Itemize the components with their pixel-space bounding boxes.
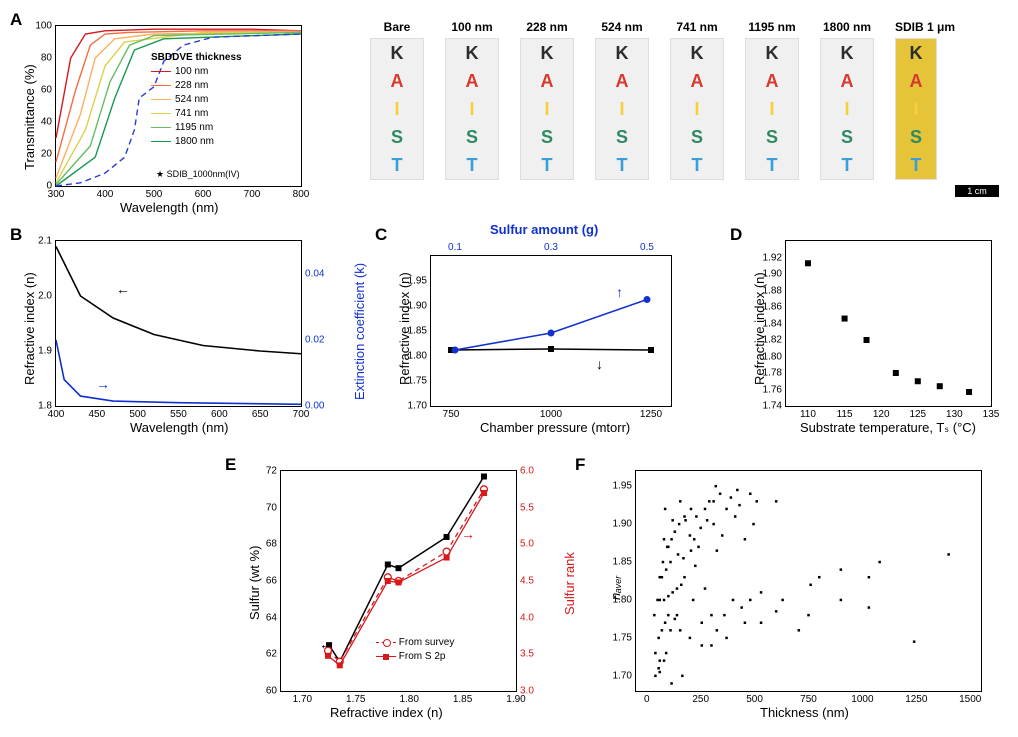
legend-title: SBDDVE thickness bbox=[151, 51, 301, 65]
photo-column: 228 nmKAIST bbox=[520, 20, 574, 180]
figure-root: { "panelA": { "label": "A", "type": "lin… bbox=[0, 0, 1018, 737]
panel-c-xlabel-top: Sulfur amount (g) bbox=[490, 222, 598, 237]
panel-f-ylabel: nₐᵥₑᵣ bbox=[608, 576, 623, 600]
panel-b-plot: ← → 4004505005506006507001.81.92.02.10.0… bbox=[55, 240, 302, 407]
panel-c-svg bbox=[431, 256, 671, 406]
photo-column: 524 nmKAIST bbox=[595, 20, 649, 180]
panel-b-label: B bbox=[10, 225, 22, 245]
panel-f-plot: 02505007501000125015001.701.751.801.851.… bbox=[635, 470, 982, 692]
panel-b-svg bbox=[56, 241, 301, 406]
panel-e-ylabel-left: Sulfur (wt %) bbox=[247, 546, 262, 620]
panel-a-xlabel: Wavelength (nm) bbox=[120, 200, 219, 215]
panel-f-label: F bbox=[575, 455, 585, 475]
photo-column: 741 nmKAIST bbox=[670, 20, 724, 180]
scale-bar: 1 cm bbox=[955, 185, 999, 197]
panel-e-plot: ← → From survey From S 2p 1.701.751.801.… bbox=[280, 470, 517, 692]
panel-d-ylabel: Refractive index (n) bbox=[752, 272, 767, 385]
panel-e-xlabel: Refractive index (n) bbox=[330, 705, 443, 720]
panel-b-ylabel-left: Refractive index (n) bbox=[22, 272, 37, 385]
photo-column: 1800 nmKAIST bbox=[820, 20, 874, 180]
right-arrow-icon: → bbox=[461, 526, 475, 542]
left-arrow-icon: ← bbox=[319, 636, 333, 652]
panel-f-svg bbox=[636, 471, 981, 691]
photo-column: BareKAIST bbox=[370, 20, 424, 180]
up-arrow-icon: ↑ bbox=[616, 284, 623, 300]
panel-e-ylabel-right: Sulfur rank bbox=[562, 552, 577, 615]
panel-a-plot: SBDDVE thickness 100 nm228 nm524 nm741 n… bbox=[55, 25, 302, 187]
panel-d-label: D bbox=[730, 225, 742, 245]
photo-column: 100 nmKAIST bbox=[445, 20, 499, 180]
panel-a-note: ★ SDIB_1000nm(IV) bbox=[156, 169, 240, 180]
panel-b-xlabel: Wavelength (nm) bbox=[130, 420, 229, 435]
panel-c-label: C bbox=[375, 225, 387, 245]
panel-a-label: A bbox=[10, 10, 22, 30]
panel-d-xlabel: Substrate temperature, Tₛ (°C) bbox=[800, 420, 976, 436]
legend-item: From S 2p bbox=[399, 651, 446, 662]
panel-e-legend: From survey From S 2p bbox=[376, 636, 454, 664]
panel-e-label: E bbox=[225, 455, 236, 475]
photo-column: SDIB 1 μmKAIST bbox=[895, 20, 955, 180]
panel-f-xlabel: Thickness (nm) bbox=[760, 705, 849, 720]
panel-c-xlabel-bottom: Chamber pressure (mtorr) bbox=[480, 420, 630, 435]
photo-column: 1195 nmKAIST bbox=[745, 20, 799, 180]
left-arrow-icon: ← bbox=[116, 281, 130, 297]
panel-c-plot: ↑ ↓ 750100012500.10.30.51.701.751.801.85… bbox=[430, 255, 672, 407]
down-arrow-icon: ↓ bbox=[596, 356, 603, 372]
panel-d-svg bbox=[786, 241, 991, 406]
panel-a-legend: SBDDVE thickness 100 nm228 nm524 nm741 n… bbox=[151, 51, 301, 149]
legend-item: From survey bbox=[399, 637, 455, 648]
panel-d-plot: 1101151201251301351.741.761.781.801.821.… bbox=[785, 240, 992, 407]
panel-b-ylabel-right: Extinction coefficient (k) bbox=[352, 263, 367, 400]
panel-c-ylabel: Refractive index (n) bbox=[397, 272, 412, 385]
right-arrow-icon: → bbox=[96, 376, 110, 392]
panel-a-ylabel: Transmittance (%) bbox=[22, 64, 37, 170]
